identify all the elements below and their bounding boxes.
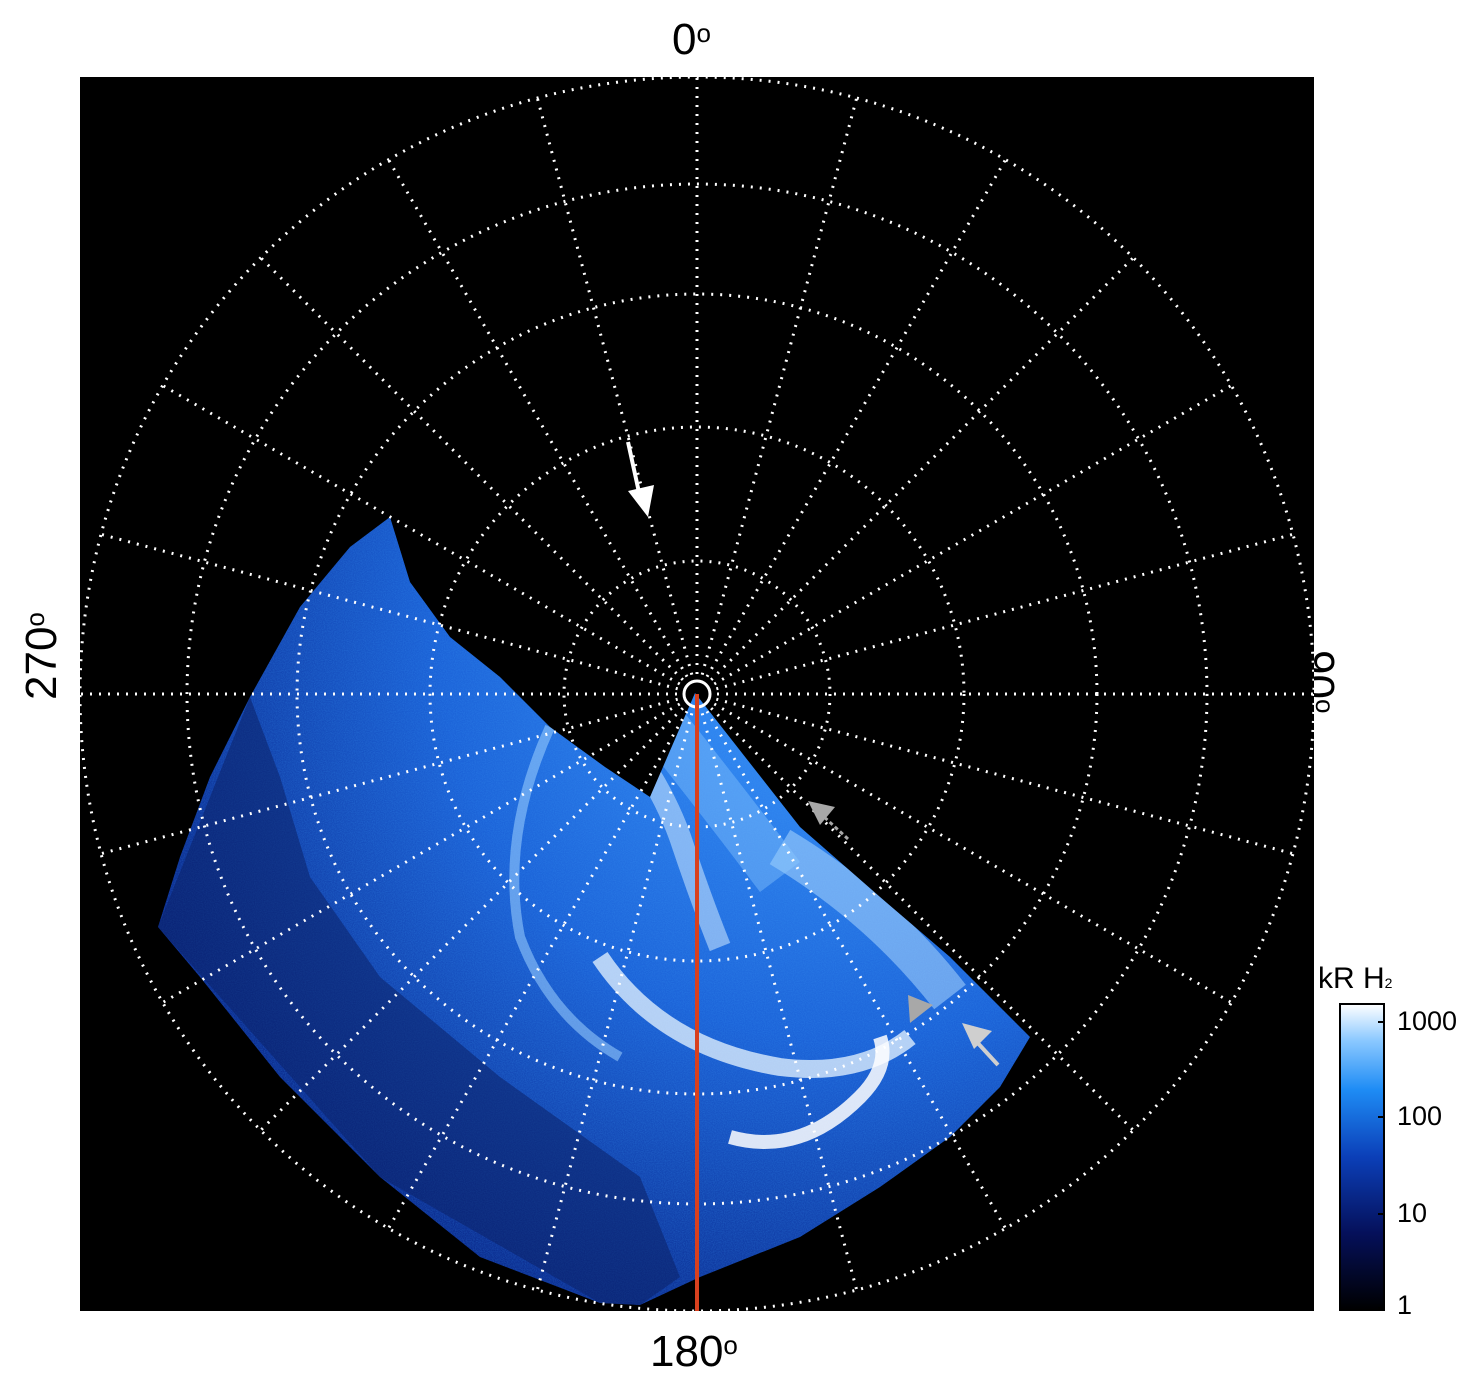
label-180-degrees: 180o (650, 1330, 738, 1374)
colorbar-ticks (1378, 1021, 1384, 1309)
label-270-value: 270 (17, 626, 66, 700)
polar-aurora-image (80, 77, 1314, 1311)
meridian-grid-line (259, 256, 684, 681)
colorbar-title-main: kR H (1318, 962, 1385, 995)
meridian-grid-line (535, 97, 694, 676)
degree-symbol: o (20, 612, 50, 627)
degree-symbol: o (696, 18, 711, 48)
colorbar-tick-100: 100 (1397, 1101, 1443, 1131)
meridian-grid-line (713, 702, 1233, 1004)
meridian-grid-line (100, 532, 679, 691)
degree-symbol: o (1310, 698, 1340, 714)
meridian-grid-line (535, 712, 694, 1291)
longitude-grid (80, 77, 1314, 1311)
colorbar-tick-1: 1 (1397, 1290, 1413, 1320)
colorbar-tick-1000: 1000 (1397, 1006, 1458, 1036)
label-0-value: 0 (672, 15, 697, 64)
meridian-grid-line (710, 707, 1135, 1132)
meridian-grid-line (705, 710, 1007, 1230)
meridian-grid-line (161, 384, 681, 686)
meridian-grid-line (713, 384, 1233, 686)
meridian-grid-line (710, 256, 1135, 681)
label-180-value: 180 (650, 1327, 724, 1376)
grey-arrow-upper (808, 801, 850, 841)
meridian-grid-line (715, 697, 1294, 856)
colorbar-title-sub: 2 (1384, 975, 1393, 991)
meridian-grid-line (715, 532, 1294, 691)
colorbar-gradient (1339, 1003, 1385, 1311)
grey-arrow-lower (962, 1023, 1000, 1067)
meridian-grid-line (700, 712, 859, 1291)
meridian-grid-line (387, 158, 689, 678)
label-270-degrees: 270o (17, 580, 66, 700)
white-arrow (626, 441, 654, 517)
colorbar-tick-10: 10 (1397, 1198, 1428, 1228)
meridian-grid-line (705, 158, 1007, 678)
meridian-grid-line (161, 702, 681, 1004)
meridian-grid-line (259, 707, 684, 1132)
colorbar (1339, 1003, 1385, 1311)
degree-symbol: o (723, 1330, 738, 1360)
colorbar-title: kR H2 (1318, 962, 1392, 996)
grey-triangle-marker (908, 995, 933, 1023)
label-0-degrees: 0o (672, 18, 711, 62)
meridian-grid-line (700, 97, 859, 676)
meridian-grid-line (387, 710, 689, 1230)
meridian-grid-line (100, 697, 679, 856)
